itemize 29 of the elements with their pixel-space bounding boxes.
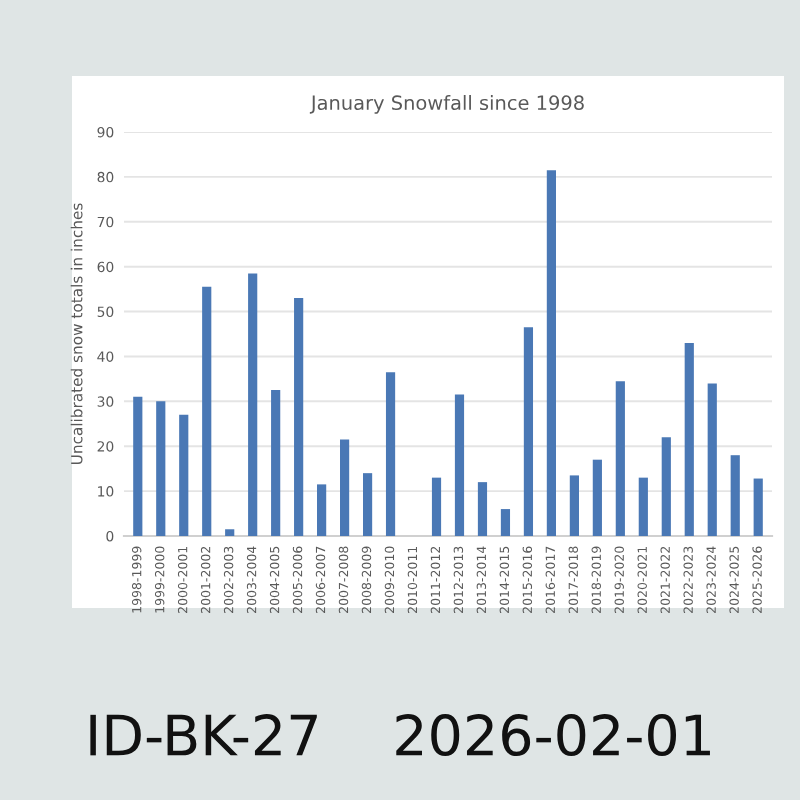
bar [431,477,442,536]
bar [523,327,534,536]
bar [133,396,143,536]
bar [225,529,235,536]
bar [569,475,579,536]
bar [661,437,671,536]
chart-title: January Snowfall since 1998 [309,95,584,114]
bar [202,286,212,536]
bar [592,459,602,536]
bar [294,298,304,536]
bar [500,509,511,536]
bar [615,381,625,536]
bar [753,478,763,536]
text: ID-BK-27 2026-02-01 [90,714,710,757]
bar [454,394,465,536]
bar [248,273,258,536]
bar [385,372,396,536]
bar [317,484,327,536]
bar [477,482,488,536]
bar [546,170,556,536]
bar [340,439,350,536]
bar [156,401,166,536]
bar [362,473,373,536]
bar [707,383,717,536]
bar [271,390,281,536]
bar [730,455,740,536]
bar [684,342,694,536]
bar [179,414,189,536]
bar [638,477,648,536]
